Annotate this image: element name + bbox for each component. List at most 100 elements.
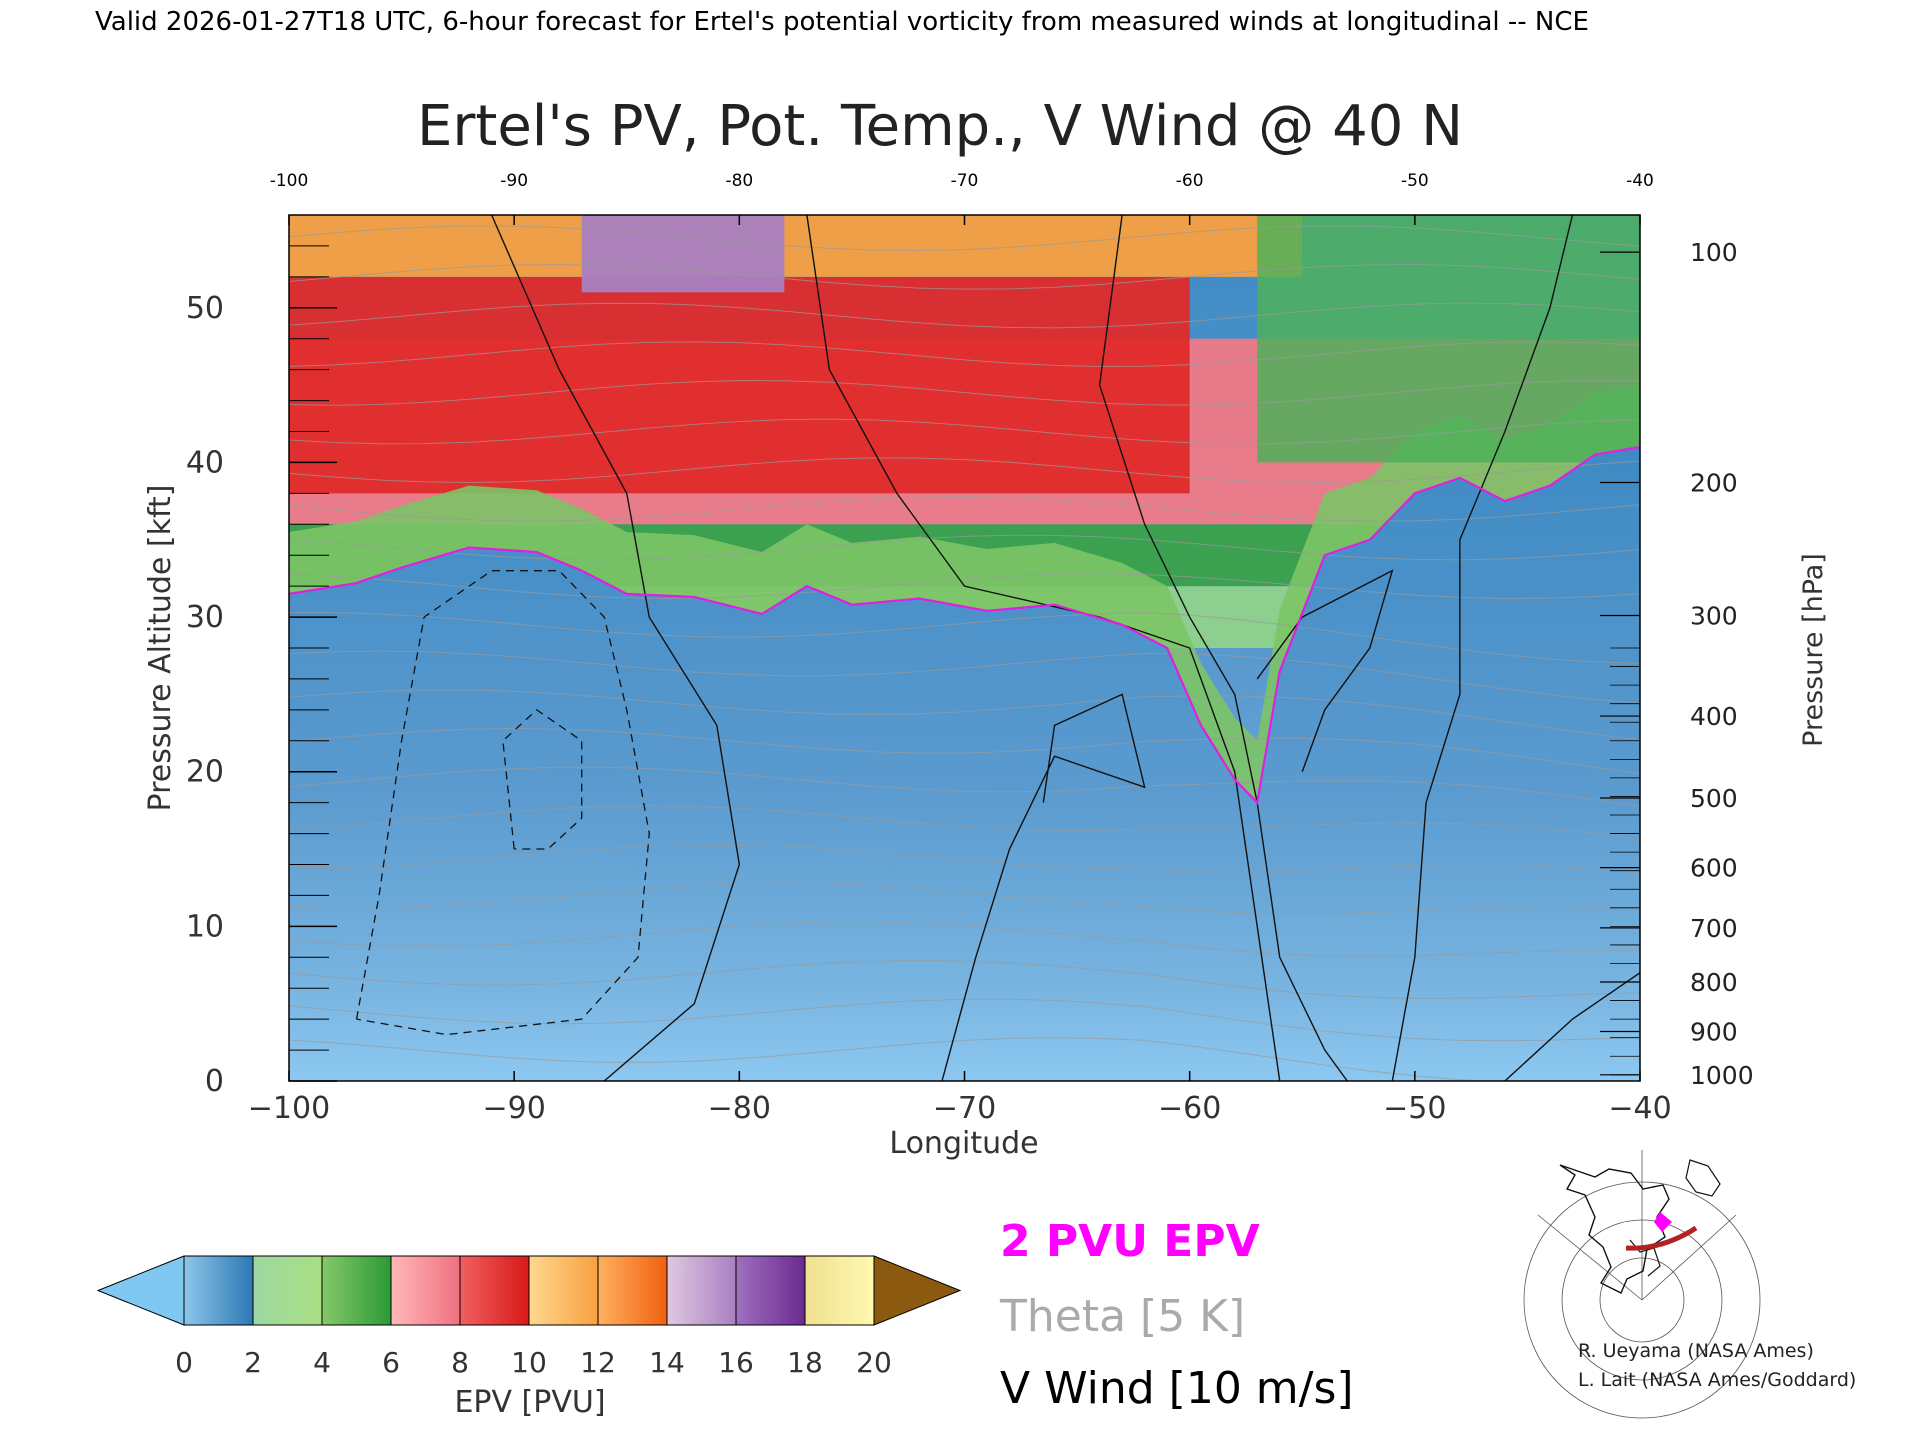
y-tick-label: 20 bbox=[186, 755, 224, 790]
theta-contour bbox=[289, 727, 1640, 775]
legend-theta: Theta [5 K] bbox=[999, 1291, 1245, 1342]
pressure-tick-label: 200 bbox=[1690, 469, 1738, 498]
x-tick-label-top: -60 bbox=[1176, 171, 1204, 191]
theta-contour bbox=[289, 882, 1640, 915]
x-tick-label: −50 bbox=[1383, 1091, 1446, 1126]
epv-tropopause-band bbox=[289, 385, 1640, 803]
x-tick-label: −80 bbox=[708, 1091, 771, 1126]
y-axis-right-label: Pressure [hPa] bbox=[1798, 553, 1829, 747]
colorbar-label: EPV [PVU] bbox=[454, 1385, 605, 1420]
pressure-tick-label: 400 bbox=[1690, 702, 1738, 731]
y-tick-label: 40 bbox=[186, 445, 224, 480]
epv-troposphere bbox=[289, 446, 1640, 1081]
pressure-tick-label: 800 bbox=[1690, 968, 1738, 997]
theta-contour bbox=[289, 418, 1640, 445]
y-axis-label: Pressure Altitude [kft] bbox=[143, 485, 178, 812]
credit-line-1: R. Ueyama (NASA Ames) bbox=[1578, 1340, 1814, 1362]
colorbar-tick-label: 14 bbox=[649, 1346, 685, 1379]
x-tick-label-top: -90 bbox=[500, 171, 528, 191]
colorbar-segment-0 bbox=[183, 1255, 254, 1326]
colorbar-segment-8 bbox=[735, 1255, 806, 1326]
theta-contour bbox=[289, 959, 1640, 999]
theta-contour bbox=[289, 495, 1640, 522]
legend-wind: V Wind [10 m/s] bbox=[1000, 1363, 1354, 1414]
x-tick-label-top: -70 bbox=[951, 171, 979, 191]
v-wind-negative-contour-0 bbox=[355, 570, 650, 1036]
colorbar-segment-2 bbox=[321, 1255, 392, 1326]
colorbar-segment-5 bbox=[528, 1255, 599, 1326]
colorbar-tick-label: 20 bbox=[856, 1346, 892, 1379]
colorbar-segment-4 bbox=[459, 1255, 530, 1326]
v-wind-contour-0 bbox=[491, 215, 741, 1081]
x-tick-label-top: -80 bbox=[725, 171, 753, 191]
theta-contour bbox=[289, 573, 1640, 599]
pressure-tick-label: 300 bbox=[1690, 602, 1738, 631]
colorbar-tick-label: 8 bbox=[451, 1346, 469, 1379]
location-marker bbox=[1654, 1212, 1672, 1232]
colorbar-tick-label: 6 bbox=[382, 1346, 400, 1379]
colorbar-segment-6 bbox=[597, 1255, 668, 1326]
colorbar-tick-label: 2 bbox=[244, 1346, 262, 1379]
plot-area bbox=[289, 215, 1640, 1081]
tropopause-2pvu-contour bbox=[289, 445, 1640, 805]
theta-contour bbox=[289, 844, 1640, 874]
v-wind-contour-6 bbox=[1256, 569, 1394, 772]
x-tick-label-top: -50 bbox=[1401, 171, 1429, 191]
theta-contour bbox=[289, 225, 1640, 252]
theta-contour bbox=[289, 534, 1640, 561]
epv-region-east-stratosphere bbox=[1257, 215, 1640, 463]
y-tick-label: 50 bbox=[186, 291, 224, 326]
y-tick-label: 10 bbox=[186, 909, 224, 944]
epv-region-3 bbox=[289, 276, 1190, 494]
colorbar-tick-label: 10 bbox=[511, 1346, 547, 1379]
cross-section-track bbox=[1625, 1225, 1698, 1251]
inset-map bbox=[1523, 1150, 1761, 1419]
x-axis-label: Longitude bbox=[889, 1126, 1038, 1161]
colorbar-tick-label: 4 bbox=[313, 1346, 331, 1379]
theta-contour bbox=[289, 766, 1640, 807]
colorbar-segment-1 bbox=[252, 1255, 323, 1326]
x-tick-label: −70 bbox=[933, 1091, 996, 1126]
x-tick-label-top: -40 bbox=[1626, 171, 1654, 191]
theta-contour bbox=[289, 457, 1640, 484]
x-tick-label-top: -100 bbox=[270, 171, 309, 191]
theta-contour bbox=[289, 612, 1640, 664]
x-tick-label: −40 bbox=[1608, 1091, 1671, 1126]
colorbar-tick-label: 0 bbox=[175, 1346, 193, 1379]
colorbar-segment-7 bbox=[666, 1255, 737, 1326]
theta-contour bbox=[289, 302, 1640, 329]
x-tick-label: −90 bbox=[483, 1091, 546, 1126]
x-tick-label: −100 bbox=[248, 1091, 330, 1126]
colorbar-tick-label: 12 bbox=[580, 1346, 616, 1379]
credit-line-2: L. Lait (NASA Ames/Goddard) bbox=[1578, 1369, 1856, 1391]
chart-title: Ertel's PV, Pot. Temp., V Wind @ 40 N bbox=[417, 94, 1463, 159]
x-tick-label: −60 bbox=[1158, 1091, 1221, 1126]
theta-contour bbox=[289, 379, 1640, 406]
pressure-tick-label: 500 bbox=[1690, 784, 1738, 813]
colorbar-under-arrow bbox=[96, 1255, 185, 1326]
theta-contour bbox=[289, 650, 1640, 704]
colorbar-tick-label: 18 bbox=[787, 1346, 823, 1379]
pressure-tick-label: 1000 bbox=[1690, 1061, 1754, 1090]
theta-contour bbox=[289, 805, 1640, 840]
epv-colorbar: 0 2 4 6 8 10 12 14 16 18 20 bbox=[96, 1255, 962, 1379]
v-wind-contour-3 bbox=[1098, 215, 1348, 1081]
theta-contour bbox=[289, 689, 1640, 741]
colorbar-over-arrow bbox=[873, 1255, 962, 1326]
y-tick-label: 0 bbox=[205, 1064, 224, 1099]
pressure-tick-label: 600 bbox=[1690, 854, 1738, 883]
legend-epv: 2 PVU EPV bbox=[1000, 1216, 1260, 1267]
theta-contour bbox=[289, 341, 1640, 367]
colorbar-segment-3 bbox=[390, 1255, 461, 1326]
v-wind-contour-4 bbox=[1391, 215, 1574, 1081]
epv-region-5 bbox=[581, 215, 785, 293]
y-tick-label: 30 bbox=[186, 600, 224, 635]
colorbar-tick-label: 16 bbox=[718, 1346, 754, 1379]
pressure-tick-label: 700 bbox=[1690, 914, 1738, 943]
v-wind-contour-5 bbox=[1504, 972, 1640, 1081]
pressure-tick-label: 100 bbox=[1690, 238, 1738, 267]
v-wind-contour-1 bbox=[941, 693, 1146, 1081]
pressure-tick-label: 900 bbox=[1690, 1018, 1738, 1047]
colorbar-segment-9 bbox=[804, 1255, 875, 1326]
